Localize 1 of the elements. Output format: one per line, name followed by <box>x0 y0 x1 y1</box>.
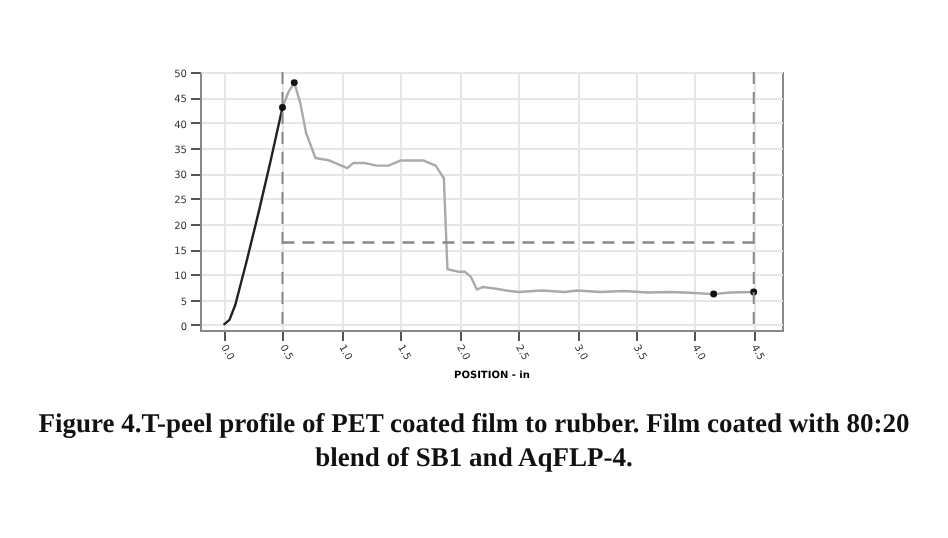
caption: Figure 4.T-peel profile of PET coated film to rubber. Film coated with 80:20 blend of SB1 and AqFLP-4. <box>36 406 912 474</box>
